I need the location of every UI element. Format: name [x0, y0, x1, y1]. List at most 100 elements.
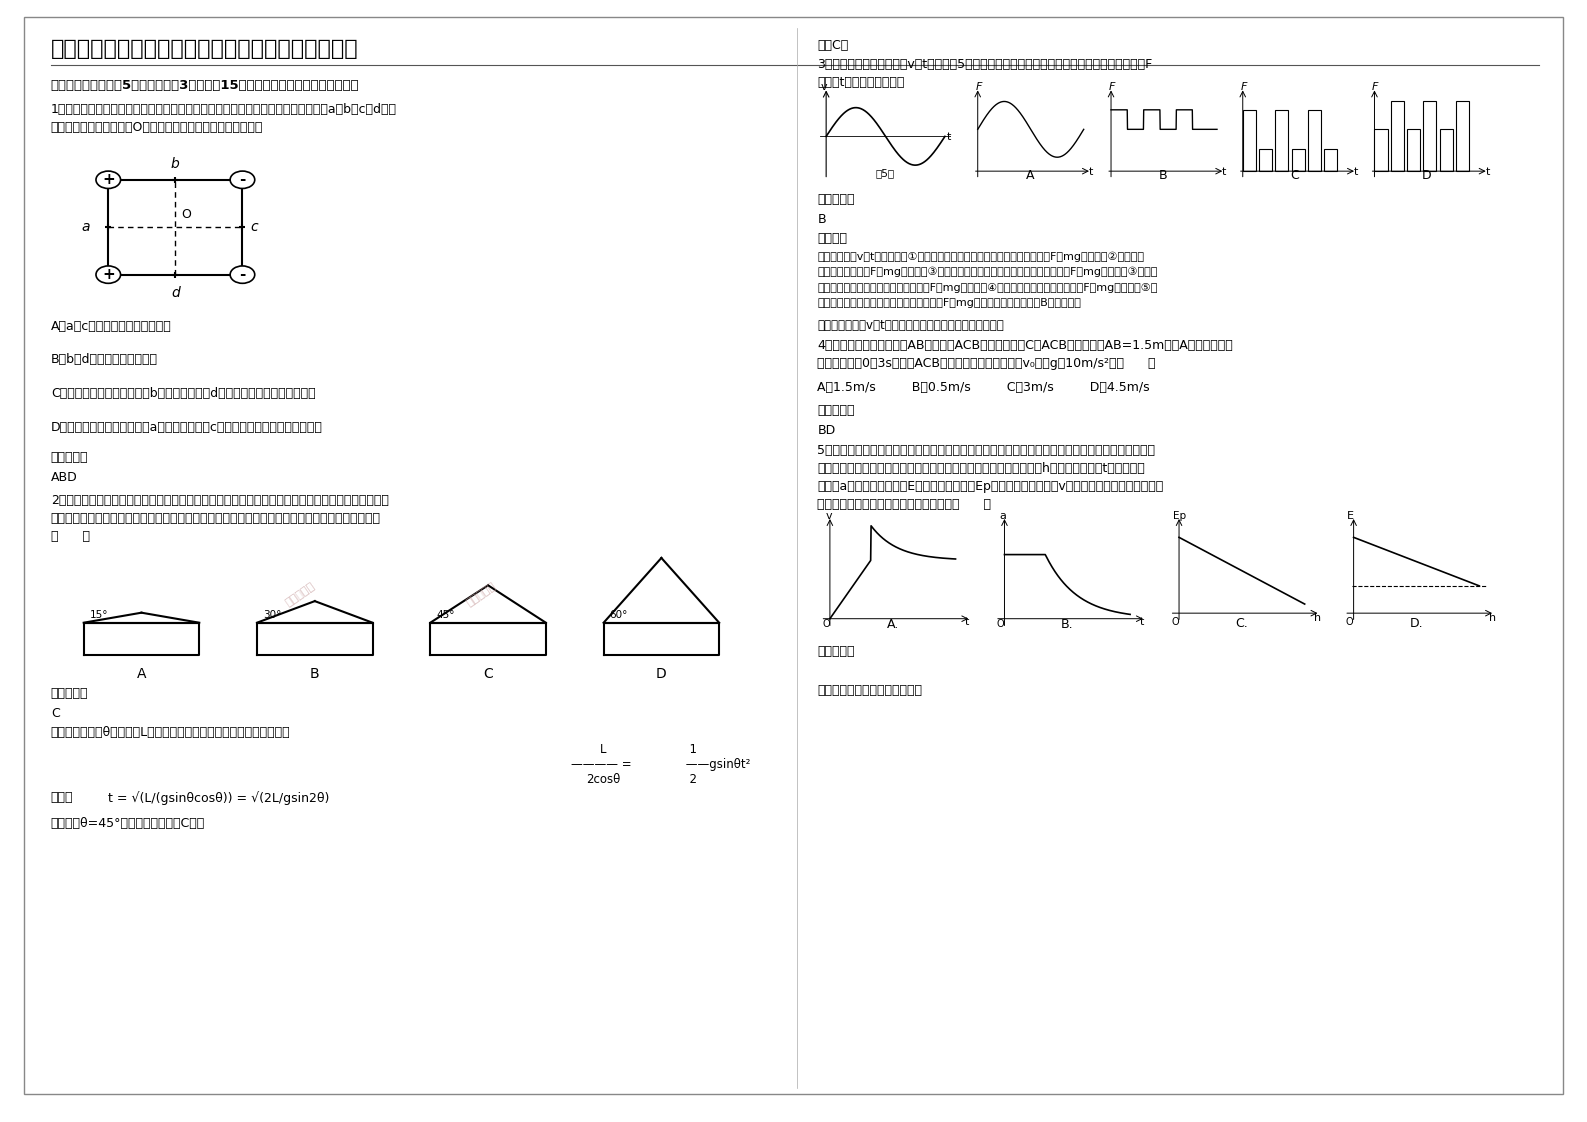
Text: 15°: 15°	[89, 610, 108, 620]
Text: C: C	[51, 707, 60, 720]
Text: B: B	[1159, 169, 1168, 182]
Text: B: B	[309, 668, 319, 681]
Text: t: t	[1139, 617, 1144, 627]
Bar	[1243, 110, 1255, 172]
Text: E: E	[1347, 512, 1354, 521]
Text: h: h	[1489, 613, 1497, 623]
Bar	[1455, 101, 1470, 172]
Text: D: D	[655, 668, 667, 681]
Text: 1
 ——gsinθt²
  2: 1 ——gsinθt² 2	[682, 743, 751, 785]
Text: 2．（单选）一间新房即将建成时要封顶，考虑到下雨时落至房顶的雨滴能尽快地滴离房顶，要设计好: 2．（单选）一间新房即将建成时要封顶，考虑到下雨时落至房顶的雨滴能尽快地滴离房顶…	[51, 494, 389, 507]
Text: C．将一带正电的试探电荷从b点沿直线移动到d点，电场力先做正功后做负功: C．将一带正电的试探电荷从b点沿直线移动到d点，电场力先做正功后做负功	[51, 387, 316, 401]
Text: C: C	[482, 668, 494, 681]
Text: C.: C.	[1236, 617, 1249, 629]
Text: ABD: ABD	[51, 471, 78, 485]
Text: t: t	[1222, 167, 1227, 177]
Text: O: O	[1346, 617, 1354, 627]
Text: 球，小球下落0．3s后落到ACB上，则小球抛出的初速度v₀为（g取10m/s²）（      ）: 球，小球下落0．3s后落到ACB上，则小球抛出的初速度v₀为（g取10m/s²）…	[817, 357, 1155, 370]
Text: +: +	[102, 173, 114, 187]
Text: 参考答案：: 参考答案：	[51, 451, 89, 465]
Text: 4．（多选题）如图所示，AB为半圆弧ACB的水平直径，C为ACB弧的中点，AB=1.5m，从A点平抛出一小: 4．（多选题）如图所示，AB为半圆弧ACB的水平直径，C为ACB弧的中点，AB=…	[817, 339, 1233, 352]
Bar	[1276, 110, 1289, 172]
Text: +: +	[102, 267, 114, 282]
Text: 时间，a表示人的加速度，E表示人的机械能，Ep表示人的重力势能，v表示人下落的速度，则在整个: 时间，a表示人的加速度，E表示人的机械能，Ep表示人的重力势能，v表示人下落的速…	[817, 480, 1163, 494]
Text: t: t	[1354, 167, 1358, 177]
Bar	[1324, 149, 1338, 172]
Text: O: O	[1171, 617, 1179, 627]
Bar	[1424, 101, 1436, 172]
Text: A: A	[136, 668, 146, 681]
Text: 高考资源网: 高考资源网	[284, 581, 317, 608]
Text: 设屋檐的底角为θ，底边为L，注意底边长度是不变的，雨滴下滑时有：: 设屋檐的底角为θ，底边为L，注意底边长度是不变的，雨滴下滑时有：	[51, 726, 290, 739]
Text: t: t	[1485, 167, 1490, 177]
Text: t: t	[946, 132, 951, 141]
Text: ，因此当θ=45°时，时间最短，故C正确: ，因此当θ=45°时，时间最短，故C正确	[51, 817, 205, 830]
Text: 匀加速直线运动（加速度向上，超重，F＞mg）；过程④为向上匀速直线运动（平衡，F＝mg）；过程⑤为: 匀加速直线运动（加速度向上，超重，F＞mg）；过程④为向上匀速直线运动（平衡，F…	[817, 283, 1157, 293]
Text: 1．（多选）如图所示，有四个等量异种的点电荷，分别放在正方形的四个顶点处，a、b、c、d分别: 1．（多选）如图所示，有四个等量异种的点电荷，分别放在正方形的四个顶点处，a、b…	[51, 103, 397, 117]
Circle shape	[230, 266, 256, 284]
Bar	[1308, 110, 1320, 172]
Text: D．将一带正电的试探电荷从a点沿直线移动到c点，试探电荷的电势能一直减小: D．将一带正电的试探电荷从a点沿直线移动到c点，试探电荷的电势能一直减小	[51, 421, 322, 434]
Text: F: F	[976, 82, 982, 92]
Text: L
———— = 
2cosθ: L ———— = 2cosθ	[571, 743, 635, 785]
Text: -: -	[240, 267, 246, 282]
Text: 60°: 60°	[609, 610, 628, 620]
Text: 高考资源网: 高考资源网	[465, 581, 497, 608]
Text: 【解析】: 【解析】	[817, 232, 847, 246]
Text: Ep: Ep	[1173, 512, 1185, 521]
Text: 与时间t关系的图像可能是: 与时间t关系的图像可能是	[817, 76, 905, 90]
Text: O: O	[181, 209, 190, 221]
Text: -: -	[240, 173, 246, 187]
Text: v: v	[825, 512, 832, 522]
Text: 为正方形四个边的中点，O为正方形的中点，下列说法正确的是: 为正方形四个边的中点，O为正方形的中点，下列说法正确的是	[51, 121, 263, 135]
Text: h: h	[1314, 613, 1322, 623]
Text: O: O	[997, 618, 1005, 628]
Text: a: a	[83, 220, 90, 234]
Text: 5．（多选）跳伞员从悬停在空中的直升机上跳伞，伞打开前可看做是自由落体运动，打开伞后减速下: 5．（多选）跳伞员从悬停在空中的直升机上跳伞，伞打开前可看做是自由落体运动，打开…	[817, 444, 1155, 458]
Text: 运动过程中，下列图象可能符合事实的是（      ）: 运动过程中，下列图象可能符合事实的是（ ）	[817, 498, 992, 512]
Text: B: B	[817, 213, 825, 227]
Text: b: b	[171, 157, 179, 171]
Text: 参考答案：: 参考答案：	[817, 645, 855, 659]
Bar	[1390, 101, 1404, 172]
Text: A．a、c两点的电场强度一定相同: A．a、c两点的电场强度一定相同	[51, 320, 171, 333]
Text: 3．若货物随升降机运动的v－t图像如题5图所示（竖直向上为正），则货物受到升降机的支持力F: 3．若货物随升降机运动的v－t图像如题5图所示（竖直向上为正），则货物受到升降机…	[817, 58, 1152, 72]
Bar	[1374, 129, 1387, 172]
Text: 房顶的坡度。设雨滴沿房顶下滑时做无初速度无摩擦的运动，那么，下图所示的情况中符合要求的是: 房顶的坡度。设雨滴沿房顶下滑时做无初速度无摩擦的运动，那么，下图所示的情况中符合…	[51, 512, 381, 525]
Text: 一、选择题：本题共5小题，每小题3分，共计15分．每小题只有一个选项符合题意: 一、选择题：本题共5小题，每小题3分，共计15分．每小题只有一个选项符合题意	[51, 79, 359, 92]
Text: A.: A.	[887, 618, 898, 631]
Text: A．1.5m/s         B．0.5m/s         C．3m/s         D．4.5m/s: A．1.5m/s B．0.5m/s C．3m/s D．4.5m/s	[817, 381, 1151, 395]
Text: v: v	[820, 82, 827, 92]
Text: 参考答案：: 参考答案：	[817, 404, 855, 417]
Text: 参考答案：: 参考答案：	[817, 193, 855, 206]
Circle shape	[230, 171, 256, 188]
Text: 30°: 30°	[263, 610, 281, 620]
Text: D.: D.	[1409, 617, 1424, 629]
Text: c: c	[251, 220, 259, 234]
Text: 【考点】：　机械能守恒定律。: 【考点】： 机械能守恒定律。	[817, 684, 922, 698]
Circle shape	[95, 171, 121, 188]
Text: t = √(L/(gsinθcosθ)) = √(2L/gsin2θ): t = √(L/(gsinθcosθ)) = √(2L/gsin2θ)	[108, 791, 329, 804]
Circle shape	[95, 266, 121, 284]
Text: B.: B.	[1062, 618, 1073, 631]
Text: D: D	[1422, 169, 1431, 182]
Text: 所以：: 所以：	[51, 791, 73, 804]
Text: d: d	[171, 286, 179, 301]
Text: C: C	[1290, 169, 1300, 182]
Text: F: F	[1241, 82, 1247, 92]
Text: 45°: 45°	[436, 610, 454, 620]
Text: B．b、d两点的电势一定相同: B．b、d两点的电势一定相同	[51, 353, 157, 367]
Text: A: A	[1025, 169, 1035, 182]
Text: （      ）: （ ）	[51, 530, 90, 543]
Bar	[1292, 149, 1305, 172]
Bar	[1408, 129, 1420, 172]
Text: a: a	[1000, 512, 1006, 522]
Text: t: t	[1089, 167, 1093, 177]
Text: 广东省东莞市城区业余中学高三物理期末试题含解析: 广东省东莞市城区业余中学高三物理期末试题含解析	[51, 39, 359, 59]
Bar	[1439, 129, 1452, 172]
Bar	[1258, 149, 1273, 172]
Text: t: t	[965, 617, 970, 627]
Text: F: F	[1109, 82, 1116, 92]
Text: 故选C。: 故选C。	[817, 39, 849, 53]
Text: BD: BD	[817, 424, 835, 438]
